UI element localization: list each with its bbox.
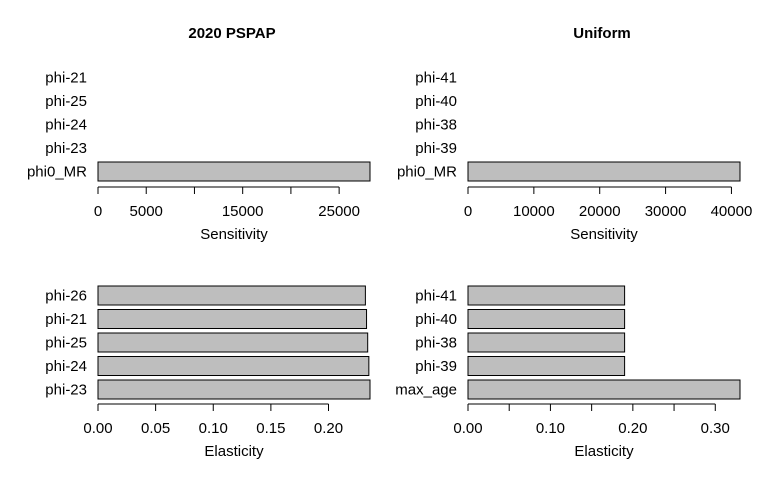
chart-title: Uniform [573,25,631,42]
bar-phi-25 [97,332,369,353]
panel-2020-pspap-elasticity: phi-26 phi-21 phi-25 phi-24 phi-23 0.00 0.05 0.… [45,285,371,460]
bar-phi-40 [467,309,626,329]
category-label: phi-25 [45,335,87,352]
x-tick-label: 0.10 [199,420,228,437]
category-label: phi-39 [415,358,457,375]
bar-phi-23 [97,379,371,400]
x-tick-label: 0.15 [256,420,285,437]
x-tick-label: 10000 [513,203,555,220]
category-label: phi-24 [45,358,87,375]
x-tick-label: 25000 [318,203,360,220]
bar-phi-26 [97,285,366,306]
x-tick-label: 0.20 [314,420,343,437]
panel-uniform-elasticity: phi-41 phi-40 phi-38 phi-39 max_age 0.00 0.10 0… [395,285,741,460]
category-label: max_age [395,382,457,399]
x-tick-label: 0.20 [618,420,647,437]
bar-phi-24 [97,356,370,376]
panel-uniform-sensitivity: Uniform phi-41 phi-40 phi-38 phi-39 phi0_MR 0 1… [397,25,752,243]
category-label: phi-38 [415,335,457,352]
x-tick-label: 30000 [645,203,687,220]
bar-phi0-mr [97,161,371,182]
category-label: phi-40 [415,93,457,110]
category-label: phi-39 [415,140,457,157]
category-label: phi-23 [45,140,87,157]
x-tick-label: 40000 [711,203,753,220]
bar-phi0-mr [467,161,741,182]
bar-phi-39 [467,356,626,376]
bar-max-age [467,379,741,400]
x-tick-label: 20000 [579,203,621,220]
category-label: phi-21 [45,70,87,87]
x-tick-label: 15000 [222,203,264,220]
category-label: phi0_MR [397,164,457,181]
x-tick-label: 0 [464,203,472,220]
category-label: phi-25 [45,93,87,110]
category-label: phi-24 [45,117,87,134]
category-label: phi0_MR [27,164,87,181]
x-tick-label: 0.30 [701,420,730,437]
x-tick-label: 0.00 [83,420,112,437]
category-label: phi-23 [45,382,87,399]
category-label: phi-41 [415,70,457,87]
category-label: phi-21 [45,311,87,328]
x-axis-label: Elasticity [204,443,264,460]
x-tick-label: 5000 [130,203,163,220]
chart-title: 2020 PSPAP [188,25,275,42]
category-label: phi-41 [415,288,457,305]
category-label: phi-38 [415,117,457,134]
bar-phi-38 [467,332,626,353]
category-label: phi-40 [415,311,457,328]
bar-phi-41 [467,285,626,306]
x-tick-label: 0.10 [536,420,565,437]
x-tick-label: 0 [94,203,102,220]
x-axis-label: Elasticity [574,443,634,460]
x-tick-label: 0.00 [453,420,482,437]
category-label: phi-26 [45,288,87,305]
x-axis-label: Sensitivity [570,226,638,243]
panel-2020-pspap-sensitivity: 2020 PSPAP phi-21 phi-25 phi-24 phi-23 phi0_M… [27,25,371,243]
x-axis-label: Sensitivity [200,226,268,243]
x-tick-label: 0.05 [141,420,170,437]
bar-phi-21 [97,309,368,329]
